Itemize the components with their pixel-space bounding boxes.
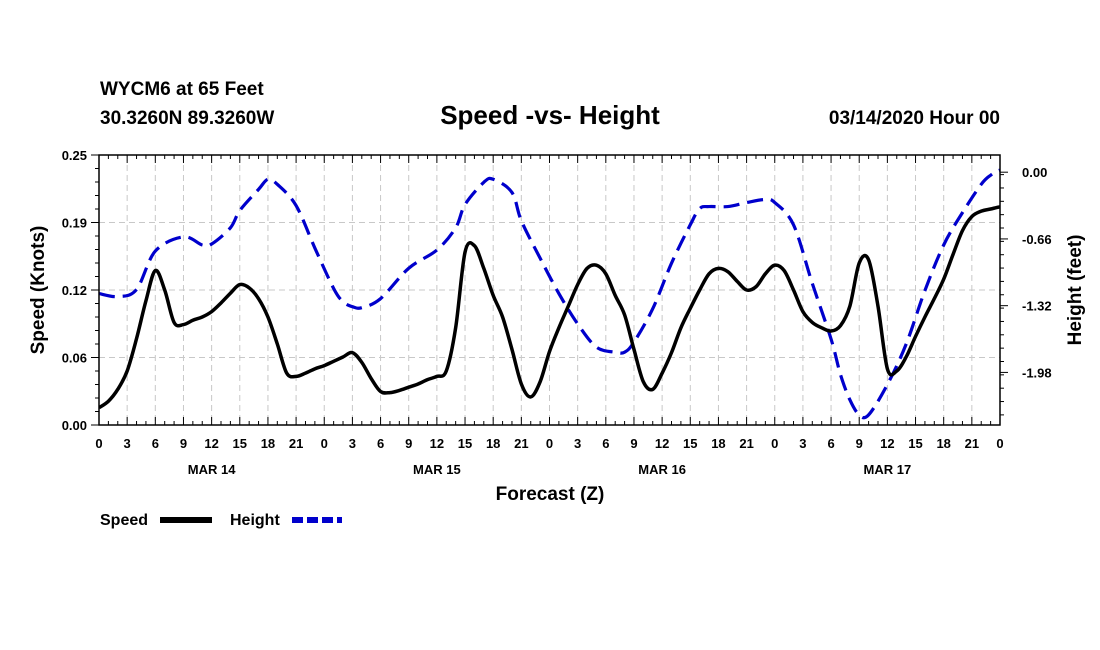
height-series-line <box>99 168 1000 420</box>
x-tick-label: 21 <box>514 436 528 451</box>
forecast-datetime: 03/14/2020 Hour 00 <box>829 108 1000 129</box>
legend-speed-label: Speed <box>100 512 148 529</box>
x-tick-label: 21 <box>739 436 753 451</box>
x-tick-label: 3 <box>574 436 581 451</box>
day-label: MAR 16 <box>638 462 686 477</box>
x-tick-label: 3 <box>349 436 356 451</box>
x-tick-label: 15 <box>458 436 472 451</box>
x-tick-label: 9 <box>405 436 412 451</box>
legend-height-label: Height <box>230 512 280 529</box>
day-label: MAR 15 <box>413 462 461 477</box>
x-tick-label: 0 <box>996 436 1003 451</box>
x-axis: 0 3 6 9 12 15 18 21 0 3 6 9 12 15 18 21 0 3 6 9 12 15 18 21 0 3 6 9… <box>95 155 1004 451</box>
day-label: MAR 17 <box>864 462 912 477</box>
x-tick-label: 9 <box>180 436 187 451</box>
x-tick-label: 12 <box>204 436 218 451</box>
y2-tick-label: -0.66 <box>1022 232 1052 247</box>
x-tick-label: 6 <box>602 436 609 451</box>
x-tick-label: 3 <box>124 436 131 451</box>
x-tick-label: 21 <box>965 436 979 451</box>
chart-title: Speed -vs- Height <box>440 100 660 130</box>
y-axis-label: Speed (Knots) <box>28 226 49 355</box>
y-tick-label: 0.25 <box>62 148 87 163</box>
x-tick-label: 21 <box>289 436 303 451</box>
x-tick-label: 15 <box>683 436 697 451</box>
x-tick-label: 12 <box>655 436 669 451</box>
x-tick-label: 18 <box>936 436 950 451</box>
x-tick-label: 18 <box>486 436 500 451</box>
y2-tick-label: 0.00 <box>1022 165 1047 180</box>
day-label: MAR 14 <box>188 462 236 477</box>
grid-lines <box>99 155 1000 425</box>
legend: Speed Height <box>100 512 342 529</box>
x-tick-label: 3 <box>799 436 806 451</box>
x-tick-label: 18 <box>711 436 725 451</box>
x-tick-label: 15 <box>233 436 247 451</box>
x-tick-label: 15 <box>908 436 922 451</box>
y2-tick-label: -1.32 <box>1022 299 1052 314</box>
day-labels: MAR 14 MAR 15 MAR 16 MAR 17 <box>188 462 911 477</box>
x-tick-label: 6 <box>827 436 834 451</box>
x-tick-label: 12 <box>430 436 444 451</box>
y-tick-label: 0.19 <box>62 216 87 231</box>
coordinates-label: 30.3260N 89.3260W <box>100 108 274 129</box>
speed-series-line <box>99 205 1000 410</box>
x-axis-label: Forecast (Z) <box>496 484 605 505</box>
y2-tick-label: -1.98 <box>1022 365 1052 380</box>
x-tick-label: 0 <box>321 436 328 451</box>
x-tick-label: 9 <box>630 436 637 451</box>
series-layer <box>99 168 1000 420</box>
x-tick-label: 9 <box>856 436 863 451</box>
x-tick-label: 6 <box>377 436 384 451</box>
x-tick-label: 0 <box>546 436 553 451</box>
right-axis: 0.00 -0.66 -1.32 -1.98 <box>1000 165 1052 416</box>
y-tick-label: 0.00 <box>62 418 87 433</box>
y-tick-label: 0.12 <box>62 283 87 298</box>
left-axis: 0.00 0.06 0.12 0.19 0.25 <box>62 148 99 433</box>
x-tick-label: 12 <box>880 436 894 451</box>
y2-axis-label: Height (feet) <box>1065 235 1086 346</box>
x-tick-label: 0 <box>771 436 778 451</box>
station-label: WYCM6 at 65 Feet <box>100 79 264 100</box>
x-tick-label: 0 <box>95 436 102 451</box>
x-tick-label: 18 <box>261 436 275 451</box>
y-tick-label: 0.06 <box>62 351 87 366</box>
x-tick-label: 6 <box>152 436 159 451</box>
